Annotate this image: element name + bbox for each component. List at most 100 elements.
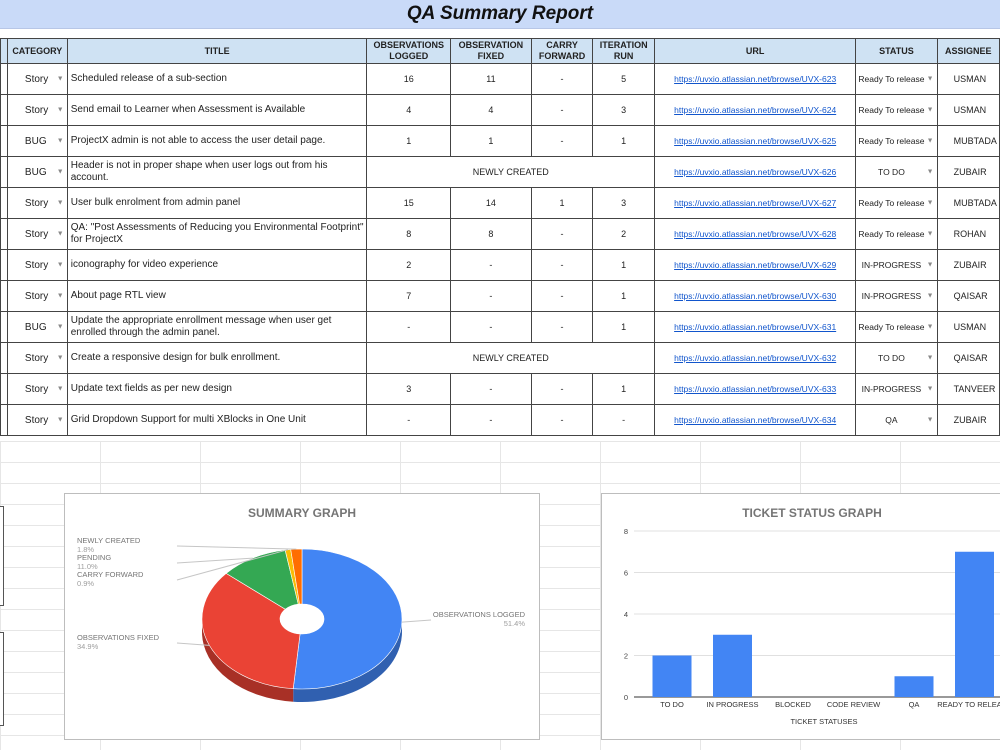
ticket-link[interactable]: https://uvxio.atlassian.net/browse/UVX-6… bbox=[674, 136, 837, 146]
carry-forward-cell[interactable]: - bbox=[530, 94, 594, 126]
observations-logged-cell[interactable]: 1 bbox=[366, 125, 452, 157]
assignee-cell[interactable]: MUBTADA bbox=[936, 125, 1000, 157]
title-cell[interactable]: ProjectX admin is not able to access the… bbox=[66, 125, 368, 157]
status-dropdown[interactable]: Ready To release ▼ bbox=[855, 187, 938, 219]
title-cell[interactable]: Grid Dropdown Support for multi XBlocks … bbox=[66, 404, 368, 436]
ticket-link[interactable]: https://uvxio.atlassian.net/browse/UVX-6… bbox=[674, 198, 837, 208]
observations-fixed-cell[interactable]: 1 bbox=[450, 125, 532, 157]
observations-fixed-cell[interactable]: - bbox=[450, 373, 532, 405]
carry-forward-cell[interactable]: 1 bbox=[530, 187, 594, 219]
observations-fixed-cell[interactable]: 11 bbox=[450, 63, 532, 95]
carry-forward-cell[interactable]: - bbox=[530, 249, 594, 281]
assignee-cell[interactable]: MUBTADA bbox=[936, 187, 1000, 219]
carry-forward-cell[interactable]: - bbox=[530, 63, 594, 95]
observations-fixed-cell[interactable]: - bbox=[450, 404, 532, 436]
iteration-run-cell[interactable]: - bbox=[592, 404, 656, 436]
ticket-link[interactable]: https://uvxio.atlassian.net/browse/UVX-6… bbox=[674, 105, 837, 115]
observations-logged-cell[interactable]: 2 bbox=[366, 249, 452, 281]
observations-logged-cell[interactable]: 8 bbox=[366, 218, 452, 250]
title-cell[interactable]: Send email to Learner when Assessment is… bbox=[66, 94, 368, 126]
carry-forward-cell[interactable]: - bbox=[530, 373, 594, 405]
bar[interactable] bbox=[713, 634, 752, 697]
observations-logged-cell[interactable]: 3 bbox=[366, 373, 452, 405]
ticket-link[interactable]: https://uvxio.atlassian.net/browse/UVX-6… bbox=[674, 415, 837, 425]
title-cell[interactable]: User bulk enrolment from admin panel bbox=[66, 187, 368, 219]
iteration-run-cell[interactable]: 1 bbox=[592, 280, 656, 312]
category-dropdown[interactable]: BUG ▼ bbox=[6, 125, 68, 157]
carry-forward-cell[interactable]: - bbox=[530, 218, 594, 250]
ticket-link[interactable]: https://uvxio.atlassian.net/browse/UVX-6… bbox=[674, 322, 837, 332]
ticket-link[interactable]: https://uvxio.atlassian.net/browse/UVX-6… bbox=[674, 260, 837, 270]
category-dropdown[interactable]: Story ▼ bbox=[6, 249, 68, 281]
category-dropdown[interactable]: Story ▼ bbox=[6, 63, 68, 95]
assignee-cell[interactable]: ZUBAIR bbox=[936, 404, 1000, 436]
observations-fixed-cell[interactable]: 8 bbox=[450, 218, 532, 250]
category-dropdown[interactable]: Story ▼ bbox=[6, 373, 68, 405]
ticket-link[interactable]: https://uvxio.atlassian.net/browse/UVX-6… bbox=[674, 167, 837, 177]
observations-logged-cell[interactable]: - bbox=[366, 311, 452, 343]
observations-logged-cell[interactable]: 4 bbox=[366, 94, 452, 126]
assignee-cell[interactable]: USMAN bbox=[936, 94, 1000, 126]
category-dropdown[interactable]: BUG ▼ bbox=[6, 156, 68, 188]
bar[interactable] bbox=[894, 676, 934, 697]
iteration-run-cell[interactable]: 1 bbox=[592, 373, 656, 405]
iteration-run-cell[interactable]: 1 bbox=[592, 125, 656, 157]
category-dropdown[interactable]: BUG ▼ bbox=[6, 311, 68, 343]
bar[interactable] bbox=[652, 655, 692, 698]
newly-created-cell[interactable]: NEWLY CREATED bbox=[366, 156, 656, 188]
observations-logged-cell[interactable]: - bbox=[366, 404, 452, 436]
assignee-cell[interactable]: QAISAR bbox=[936, 280, 1000, 312]
iteration-run-cell[interactable]: 2 bbox=[592, 218, 656, 250]
category-dropdown[interactable]: Story ▼ bbox=[6, 187, 68, 219]
iteration-run-cell[interactable]: 3 bbox=[592, 187, 656, 219]
category-dropdown[interactable]: Story ▼ bbox=[6, 404, 68, 436]
assignee-cell[interactable]: ZUBAIR bbox=[936, 156, 1000, 188]
status-dropdown[interactable]: Ready To release ▼ bbox=[855, 218, 938, 250]
carry-forward-cell[interactable]: - bbox=[530, 280, 594, 312]
assignee-cell[interactable]: ZUBAIR bbox=[936, 249, 1000, 281]
iteration-run-cell[interactable]: 1 bbox=[592, 311, 656, 343]
observations-fixed-cell[interactable]: - bbox=[450, 280, 532, 312]
carry-forward-cell[interactable]: - bbox=[530, 311, 594, 343]
category-dropdown[interactable]: Story ▼ bbox=[6, 218, 68, 250]
status-dropdown[interactable]: Ready To release ▼ bbox=[855, 311, 938, 343]
assignee-cell[interactable]: QAISAR bbox=[936, 342, 1000, 374]
ticket-link[interactable]: https://uvxio.atlassian.net/browse/UVX-6… bbox=[674, 229, 837, 239]
ticket-link[interactable]: https://uvxio.atlassian.net/browse/UVX-6… bbox=[674, 291, 837, 301]
observations-fixed-cell[interactable]: 4 bbox=[450, 94, 532, 126]
status-dropdown[interactable]: TO DO ▼ bbox=[855, 156, 938, 188]
ticket-status-graph[interactable]: TICKET STATUS GRAPH 0 2 4 6 8 TO DO IN PROGRES… bbox=[601, 493, 1000, 740]
category-dropdown[interactable]: Story ▼ bbox=[6, 94, 68, 126]
title-cell[interactable]: QA: "Post Assessments of Reducing you En… bbox=[66, 218, 368, 250]
title-cell[interactable]: Create a responsive design for bulk enro… bbox=[66, 342, 368, 374]
category-dropdown[interactable]: Story ▼ bbox=[6, 342, 68, 374]
observations-fixed-cell[interactable]: 14 bbox=[450, 187, 532, 219]
ticket-link[interactable]: https://uvxio.atlassian.net/browse/UVX-6… bbox=[674, 384, 837, 394]
title-cell[interactable]: Update text fields as per new design bbox=[66, 373, 368, 405]
iteration-run-cell[interactable]: 1 bbox=[592, 249, 656, 281]
iteration-run-cell[interactable]: 5 bbox=[592, 63, 656, 95]
category-dropdown[interactable]: Story ▼ bbox=[6, 280, 68, 312]
newly-created-cell[interactable]: NEWLY CREATED bbox=[366, 342, 656, 374]
assignee-cell[interactable]: USMAN bbox=[936, 63, 1000, 95]
title-cell[interactable]: iconography for video experience bbox=[66, 249, 368, 281]
status-dropdown[interactable]: IN-PROGRESS ▼ bbox=[855, 280, 938, 312]
iteration-run-cell[interactable]: 3 bbox=[592, 94, 656, 126]
observations-logged-cell[interactable]: 7 bbox=[366, 280, 452, 312]
status-dropdown[interactable]: IN-PROGRESS ▼ bbox=[855, 249, 938, 281]
status-dropdown[interactable]: IN-PROGRESS ▼ bbox=[855, 373, 938, 405]
ticket-link[interactable]: https://uvxio.atlassian.net/browse/UVX-6… bbox=[674, 353, 837, 363]
observations-fixed-cell[interactable]: - bbox=[450, 249, 532, 281]
title-cell[interactable]: Scheduled release of a sub-section bbox=[66, 63, 368, 95]
summary-graph[interactable]: SUMMARY GRAPH OBSERVATIONS LOGGED 51.4% OB… bbox=[64, 493, 540, 740]
status-dropdown[interactable]: Ready To release ▼ bbox=[855, 125, 938, 157]
observations-fixed-cell[interactable]: - bbox=[450, 311, 532, 343]
status-dropdown[interactable]: TO DO ▼ bbox=[855, 342, 938, 374]
carry-forward-cell[interactable]: - bbox=[530, 125, 594, 157]
title-cell[interactable]: Header is not in proper shape when user … bbox=[66, 156, 368, 188]
status-dropdown[interactable]: QA ▼ bbox=[855, 404, 938, 436]
assignee-cell[interactable]: TANVEER bbox=[936, 373, 1000, 405]
carry-forward-cell[interactable]: - bbox=[530, 404, 594, 436]
assignee-cell[interactable]: ROHAN bbox=[936, 218, 1000, 250]
observations-logged-cell[interactable]: 16 bbox=[366, 63, 452, 95]
